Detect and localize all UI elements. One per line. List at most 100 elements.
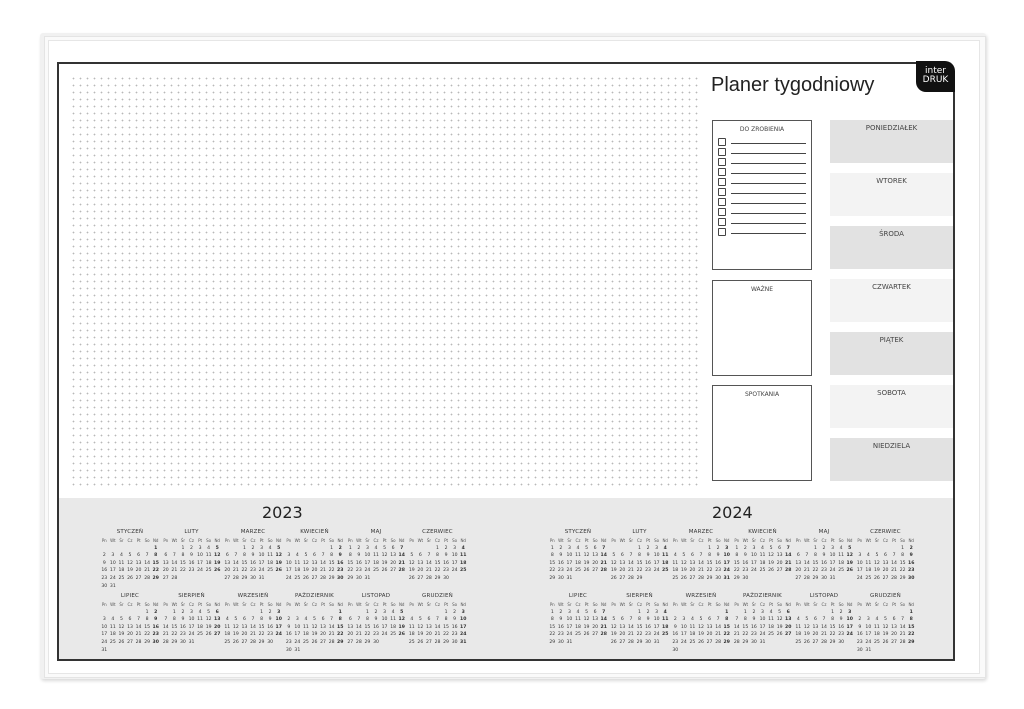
weekday-header: Pn — [611, 538, 617, 543]
calendar-day: 30 — [645, 639, 651, 645]
calendar-day: 24 — [285, 575, 292, 581]
calendar-day: 28 — [250, 639, 256, 645]
weekday-header: Pt — [830, 538, 835, 543]
calendar-day: 22 — [742, 632, 749, 638]
checkbox-icon — [718, 158, 726, 166]
calendar-day: 24 — [566, 568, 573, 574]
month-name: KWIECIEŃ — [300, 529, 329, 535]
calendar-day: 2 — [559, 545, 563, 551]
calendar-day: 22 — [812, 568, 819, 574]
weekday-header: Pt — [830, 602, 835, 607]
calendar-day: 10 — [759, 617, 766, 623]
weekday-header: Wt — [110, 538, 116, 543]
calendar-day: 22 — [328, 568, 335, 574]
calendar-day: 12 — [417, 624, 424, 630]
calendar-day: 17 — [723, 560, 730, 566]
calendar-day: 30 — [715, 575, 722, 581]
empty-cell — [293, 610, 302, 615]
month-name: KWIECIEŃ — [748, 529, 777, 535]
empty-cell — [126, 610, 135, 615]
calendar-day: 20 — [689, 568, 696, 574]
empty-cell — [873, 546, 882, 551]
month-calendar: SIERPIEŃ Pn Wt Śr Cz Pt So Nd 1 2 3 4 5 6 7 8 9 10 11 12 13 1… — [162, 593, 222, 645]
calendar-day: 27 — [619, 639, 626, 645]
month-name: MAJ — [818, 529, 830, 535]
empty-cell — [117, 546, 126, 551]
calendar-day: 20 — [785, 624, 792, 630]
weekday-header: Pt — [136, 538, 141, 543]
calendar-day: 4 — [576, 609, 580, 615]
calendar-day: 10 — [364, 553, 371, 559]
calendar-day: 11 — [838, 553, 845, 559]
empty-cell — [627, 546, 636, 551]
checkbox-icon — [718, 198, 726, 206]
calendar-day: 13 — [390, 553, 397, 559]
calendar-day: 22 — [179, 568, 186, 574]
calendar-day: 29 — [152, 575, 159, 581]
month-calendar: LUTY Pn Wt Śr Cz Pt So Nd 1 2 3 4 5 6 7 8 9 10 11 12 13 14 15 1… — [162, 529, 222, 581]
calendar-day: 26 — [275, 568, 282, 574]
calendar-day: 17 — [451, 560, 458, 566]
calendar-day: 3 — [365, 545, 369, 551]
weekday-header: Pn — [163, 538, 169, 543]
calendar-day: 16 — [672, 632, 679, 638]
calendar-day: 26 — [417, 639, 424, 645]
calendar-day: 2 — [268, 609, 272, 615]
calendar-day: 1 — [901, 545, 905, 551]
calendar-day: 1 — [813, 545, 817, 551]
calendar-day: 9 — [858, 624, 862, 630]
empty-cell — [733, 610, 742, 615]
weekday-header: Pn — [857, 602, 863, 607]
calendar-day: 15 — [723, 624, 730, 630]
weekday-header: Pt — [892, 538, 897, 543]
empty-cell — [285, 546, 294, 551]
calendar-day: 29 — [899, 575, 906, 581]
calendar-day: 27 — [891, 639, 897, 645]
calendar-day: 8 — [348, 553, 352, 559]
calendar-day: 7 — [699, 553, 703, 559]
weekday-header: Pn — [549, 538, 555, 543]
weekday-header: Pt — [259, 602, 264, 607]
empty-cell — [803, 546, 812, 551]
empty-cell — [697, 610, 706, 615]
calendar-day: 16 — [179, 624, 186, 630]
weekday-header: Śr — [365, 538, 370, 543]
calendar-day: 21 — [891, 568, 897, 574]
calendar-day: 27 — [241, 639, 248, 645]
calendar-day: 14 — [398, 553, 405, 559]
calendar-day: 25 — [460, 568, 467, 574]
calendar-day: 5 — [383, 545, 387, 551]
calendar-day: 17 — [258, 560, 265, 566]
calendar-day: 4 — [410, 617, 414, 623]
calendar-day: 10 — [750, 553, 757, 559]
calendar-day: 27 — [776, 568, 783, 574]
weekday-header: Nd — [908, 538, 914, 543]
weekday-header: Śr — [426, 602, 432, 607]
calendar-day: 22 — [733, 568, 740, 574]
calendar-day: 15 — [742, 624, 749, 630]
calendar-day: 20 — [812, 632, 819, 638]
empty-cell — [293, 546, 302, 551]
weekday-header: Pt — [646, 538, 651, 543]
calendar-day: 21 — [600, 624, 607, 630]
calendar-day: 25 — [373, 568, 379, 574]
calendar-day: 30 — [101, 583, 108, 589]
weekday-header: Śr — [426, 538, 432, 543]
calendar-day: 8 — [708, 553, 712, 559]
weekday-header: Cz — [250, 602, 256, 607]
calendar-day: 17 — [846, 624, 853, 630]
weekday-header: Wt — [110, 602, 116, 607]
month-calendar: WRZESIEŃ Pn Wt Śr Cz Pt So Nd 1 2 3 4 5 6 7 8 9 10 11 12 13 1… — [671, 593, 731, 653]
calendar-day: 9 — [822, 553, 826, 559]
calendar-day: 17 — [381, 624, 388, 630]
calendar-day: 10 — [566, 617, 573, 623]
calendar-day: 27 — [162, 575, 169, 581]
day-box: NIEDZIELA — [830, 438, 953, 481]
month-name: SIERPIEŃ — [626, 593, 653, 599]
calendar-day: 18 — [267, 560, 274, 566]
weekday-header: Cz — [127, 602, 133, 607]
checkbox-icon — [718, 138, 726, 146]
calendar-day: 13 — [162, 560, 169, 566]
weekday-header: Cz — [883, 538, 888, 543]
calendar-day: 9 — [251, 553, 255, 559]
